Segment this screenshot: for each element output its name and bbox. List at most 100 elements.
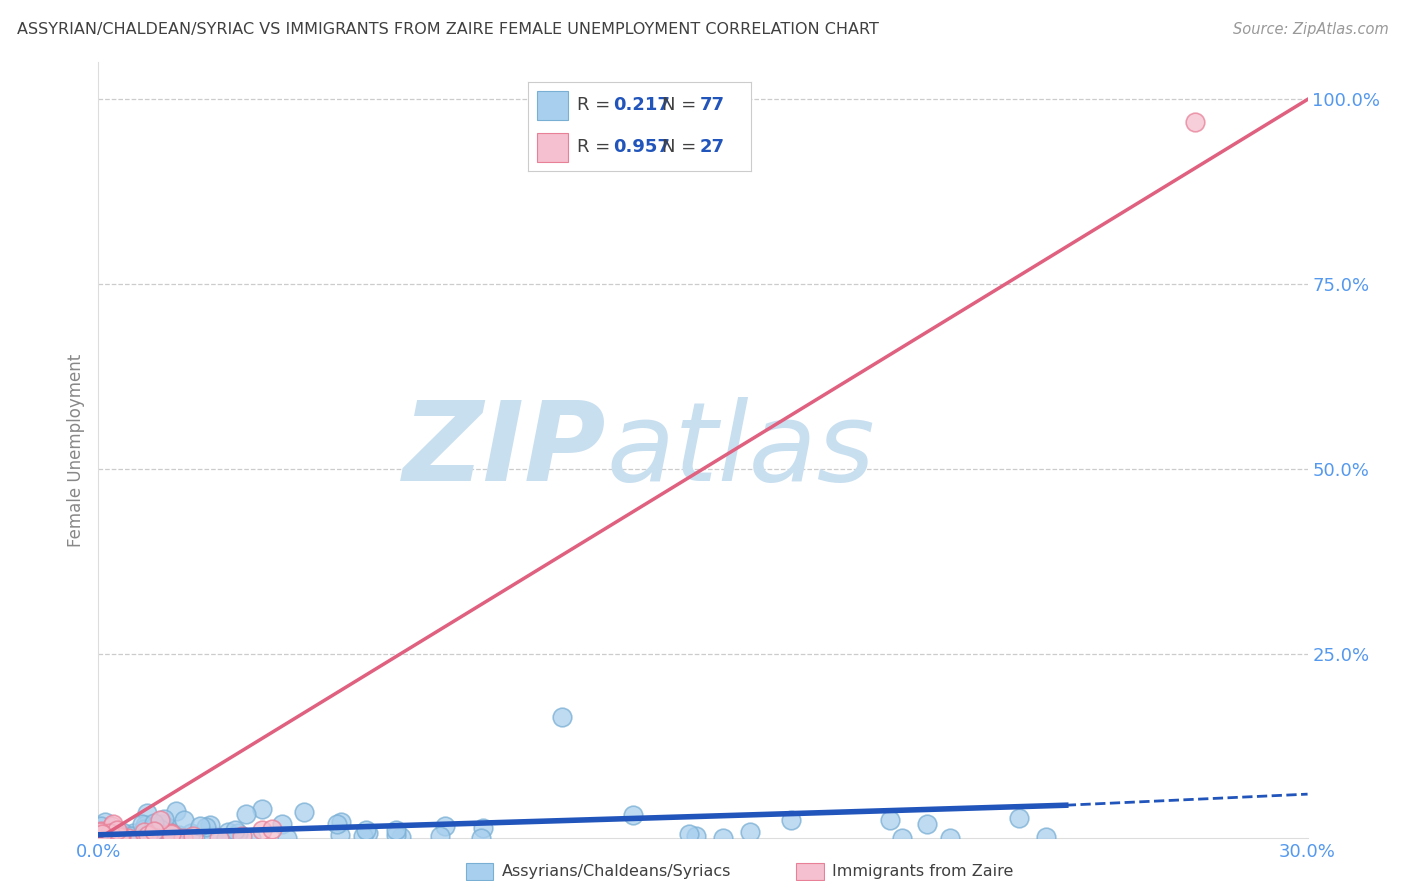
Point bbox=[685, 829, 707, 843]
Point bbox=[356, 822, 378, 837]
Point bbox=[226, 826, 249, 840]
Point bbox=[262, 822, 284, 836]
Point bbox=[105, 822, 128, 837]
Point bbox=[217, 825, 239, 839]
Point bbox=[181, 829, 204, 843]
Point bbox=[385, 823, 408, 838]
Text: ASSYRIAN/CHALDEAN/SYRIAC VS IMMIGRANTS FROM ZAIRE FEMALE UNEMPLOYMENT CORRELATIO: ASSYRIAN/CHALDEAN/SYRIAC VS IMMIGRANTS F… bbox=[17, 22, 879, 37]
Point bbox=[110, 825, 132, 839]
Text: Immigrants from Zaire: Immigrants from Zaire bbox=[832, 864, 1014, 879]
Point bbox=[135, 805, 157, 820]
Point bbox=[142, 820, 165, 834]
Point bbox=[215, 830, 238, 845]
Point bbox=[389, 830, 412, 845]
Point bbox=[148, 826, 170, 840]
Point bbox=[136, 828, 159, 842]
Text: atlas: atlas bbox=[606, 397, 875, 504]
Point bbox=[108, 830, 131, 844]
Point bbox=[131, 817, 153, 831]
Point bbox=[1035, 830, 1057, 844]
Point bbox=[134, 818, 156, 832]
Point bbox=[891, 830, 914, 845]
Point bbox=[114, 828, 136, 842]
Point bbox=[329, 815, 352, 830]
Text: Source: ZipAtlas.com: Source: ZipAtlas.com bbox=[1233, 22, 1389, 37]
Point bbox=[939, 830, 962, 845]
Point bbox=[98, 826, 121, 840]
Point bbox=[96, 831, 118, 846]
Point bbox=[429, 830, 451, 844]
Point bbox=[101, 830, 124, 844]
Point bbox=[239, 830, 262, 845]
Point bbox=[270, 817, 292, 831]
Text: Assyrians/Chaldeans/Syriacs: Assyrians/Chaldeans/Syriacs bbox=[502, 864, 731, 879]
Point bbox=[198, 818, 221, 832]
Point bbox=[149, 822, 172, 836]
Point bbox=[157, 822, 180, 836]
Point bbox=[162, 827, 184, 841]
Point bbox=[357, 826, 380, 840]
Point bbox=[470, 831, 492, 846]
Point bbox=[235, 806, 257, 821]
Point bbox=[145, 821, 167, 835]
Point bbox=[231, 829, 253, 843]
Point bbox=[111, 830, 134, 845]
Point bbox=[155, 826, 177, 840]
Point bbox=[329, 828, 352, 842]
Point bbox=[132, 825, 155, 839]
Point bbox=[110, 830, 132, 844]
Point bbox=[121, 826, 143, 840]
Point bbox=[107, 826, 129, 840]
Point bbox=[108, 830, 131, 844]
Point bbox=[352, 830, 374, 844]
Y-axis label: Female Unemployment: Female Unemployment bbox=[66, 354, 84, 547]
Point bbox=[250, 823, 273, 838]
Point bbox=[90, 827, 112, 841]
Point bbox=[100, 819, 122, 833]
Point bbox=[120, 829, 142, 843]
Point bbox=[87, 828, 110, 842]
Point bbox=[738, 825, 761, 839]
Point bbox=[150, 817, 173, 831]
Point bbox=[141, 828, 163, 842]
Point bbox=[117, 830, 139, 845]
Point bbox=[165, 804, 187, 818]
Point bbox=[621, 808, 644, 822]
Point bbox=[94, 830, 117, 845]
Text: ZIP: ZIP bbox=[402, 397, 606, 504]
Point bbox=[125, 831, 148, 846]
Point bbox=[173, 813, 195, 827]
Point bbox=[142, 824, 165, 838]
Point bbox=[134, 830, 156, 844]
Point bbox=[89, 824, 111, 838]
Point bbox=[134, 822, 156, 836]
Point bbox=[471, 821, 494, 835]
Point bbox=[292, 805, 315, 819]
Point bbox=[551, 709, 574, 723]
Point bbox=[148, 828, 170, 842]
Point bbox=[879, 813, 901, 827]
Point bbox=[711, 831, 734, 846]
Point bbox=[159, 827, 181, 841]
Point bbox=[188, 819, 211, 833]
Point bbox=[101, 816, 124, 830]
Point bbox=[104, 830, 127, 844]
Point bbox=[276, 831, 298, 846]
Point bbox=[162, 831, 184, 846]
Point bbox=[149, 813, 172, 827]
Point bbox=[153, 812, 176, 826]
Point bbox=[780, 814, 803, 828]
Point bbox=[252, 802, 274, 816]
Point bbox=[434, 819, 457, 833]
Point bbox=[94, 814, 117, 829]
Point bbox=[224, 823, 246, 838]
Point bbox=[143, 816, 166, 830]
Point bbox=[326, 816, 349, 830]
Point bbox=[201, 829, 224, 843]
Point bbox=[385, 828, 408, 842]
Point bbox=[90, 824, 112, 838]
Point bbox=[90, 820, 112, 834]
Point bbox=[678, 826, 700, 840]
Point bbox=[1008, 811, 1031, 825]
Point bbox=[180, 825, 202, 839]
